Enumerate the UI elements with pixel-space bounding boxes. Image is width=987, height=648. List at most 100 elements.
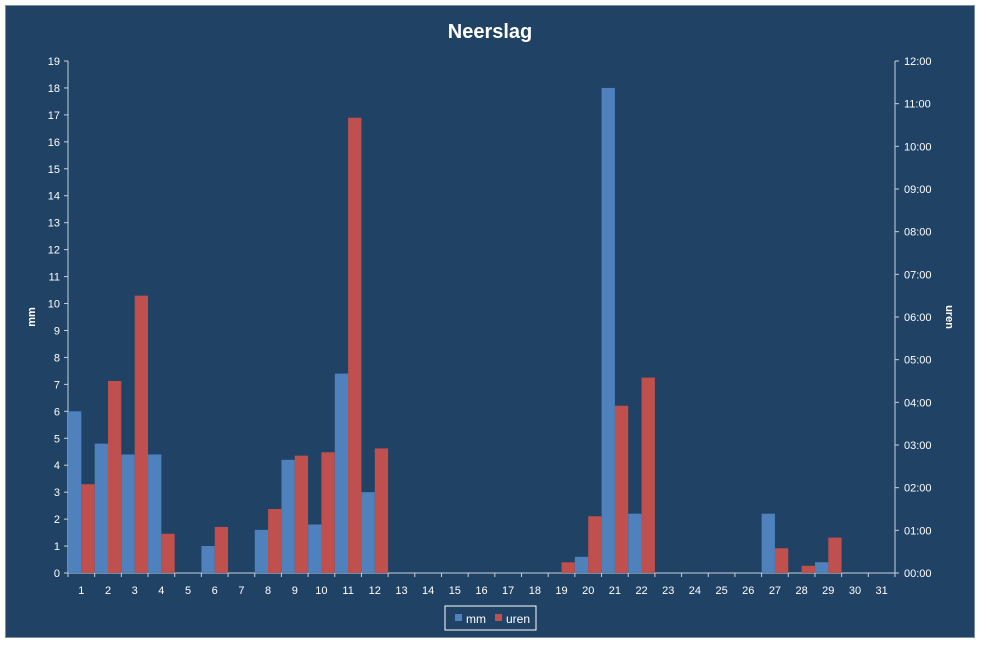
x-tick-label: 24 [689,585,701,597]
bar-mm [761,513,775,573]
x-tick-label: 3 [132,585,138,597]
legend-swatch-mm [455,614,462,621]
bar-uren [588,516,602,573]
bar-mm [148,454,162,573]
y-tick-label: 0 [54,568,60,580]
y-tick-label: 9 [54,325,60,337]
bar-uren [134,295,148,573]
y-tick-label: 5 [54,433,60,445]
bar-mm [68,411,82,573]
bar-uren [348,117,362,573]
y2-tick-label: 08:00 [904,227,932,239]
y2-tick-label: 10:00 [904,141,932,153]
y2-tick-label: 09:00 [904,184,932,196]
y-tick-label: 3 [54,487,60,499]
bar-uren [214,526,229,573]
bar-uren [294,455,309,573]
x-tick-label: 8 [265,585,271,597]
bar-uren [268,509,282,573]
x-tick-label: 2 [105,585,111,597]
x-tick-label: 1 [78,585,84,597]
y2-axis-title: uren [943,305,955,329]
y2-tick-label: 03:00 [904,440,932,452]
x-tick-label: 10 [315,585,327,597]
bar-uren [81,484,95,573]
legend-label-mm: mm [466,612,486,626]
x-tick-label: 17 [502,585,514,597]
bar-uren [161,533,175,573]
y-tick-label: 13 [48,218,60,230]
x-tick-label: 14 [422,585,434,597]
x-tick-label: 19 [555,585,567,597]
bar-uren [321,452,335,573]
y2-tick-label: 12:00 [904,56,932,68]
y-tick-label: 12 [48,245,60,257]
y2-tick-label: 04:00 [904,397,932,409]
x-tick-label: 21 [609,585,621,597]
bar-uren [374,448,389,573]
x-tick-label: 26 [742,585,754,597]
bar-mm [815,562,829,573]
bars [68,87,842,574]
x-tick-label: 5 [185,585,191,597]
bar-mm [201,546,215,573]
x-tick-label: 28 [796,585,808,597]
x-tick-label: 22 [635,585,647,597]
x-tick-label: 30 [849,585,861,597]
y-tick-label: 17 [48,110,60,122]
legend-label-uren: uren [506,612,530,626]
y2-tick-label: 05:00 [904,355,932,367]
y2-tick-label: 06:00 [904,312,932,324]
legend: mm uren [444,605,537,631]
x-tick-label: 12 [369,585,381,597]
x-tick-label: 7 [238,585,244,597]
bar-uren [108,381,122,573]
x-tick-label: 9 [292,585,298,597]
legend-swatch-uren [495,614,502,621]
bar-uren [614,405,629,573]
y-tick-label: 8 [54,352,60,364]
y-tick-label: 11 [49,272,60,284]
x-tick-label: 27 [769,585,781,597]
chart-title: Neerslag [448,21,533,43]
bar-uren [774,548,789,573]
y-tick-label: 15 [48,164,60,176]
y-tick-label: 2 [54,514,60,526]
bar-uren [801,565,815,573]
bar-mm [94,443,109,573]
bar-mm [308,524,322,573]
y2-tick-label: 02:00 [904,483,932,495]
y2-tick-label: 07:00 [904,269,932,281]
x-tick-label: 18 [529,585,541,597]
x-tick-label: 15 [449,585,461,597]
y2-tick-label: 00:00 [904,568,932,580]
y-tick-label: 14 [48,191,60,203]
x-tick-label: 31 [876,585,888,597]
bar-mm [334,373,349,573]
x-tick-label: 29 [822,585,834,597]
y-tick-label: 16 [48,137,60,149]
x-tick-label: 11 [342,585,353,597]
axes: 01234567891011121314151617181900:0001:00… [48,56,932,597]
x-tick-label: 4 [158,585,164,597]
bar-mm [361,492,375,573]
bar-mm [254,529,269,573]
bar-mm [601,87,615,574]
bar-chart: Neerslag 0123456789101112131415161718190… [26,21,955,631]
y-tick-label: 1 [54,541,60,553]
x-tick-label: 13 [395,585,407,597]
x-tick-label: 25 [715,585,727,597]
y-tick-label: 19 [48,56,60,68]
chart-area: Neerslag 0 1 2 3 4 5 6 7 8 9 10 11 12 13 14 15 16 17 18 19 0… [5,5,975,638]
y-axis-title: mm [26,307,38,327]
bar-mm [281,459,295,573]
y-tick-label: 18 [48,83,60,95]
y-tick-label: 10 [48,299,60,311]
x-tick-label: 23 [662,585,674,597]
bar-mm [574,556,589,573]
y-tick-label: 7 [54,379,60,391]
bar-uren [641,377,655,573]
y-tick-label: 4 [54,460,60,472]
bar-mm [628,513,642,573]
bar-mm [121,454,135,573]
